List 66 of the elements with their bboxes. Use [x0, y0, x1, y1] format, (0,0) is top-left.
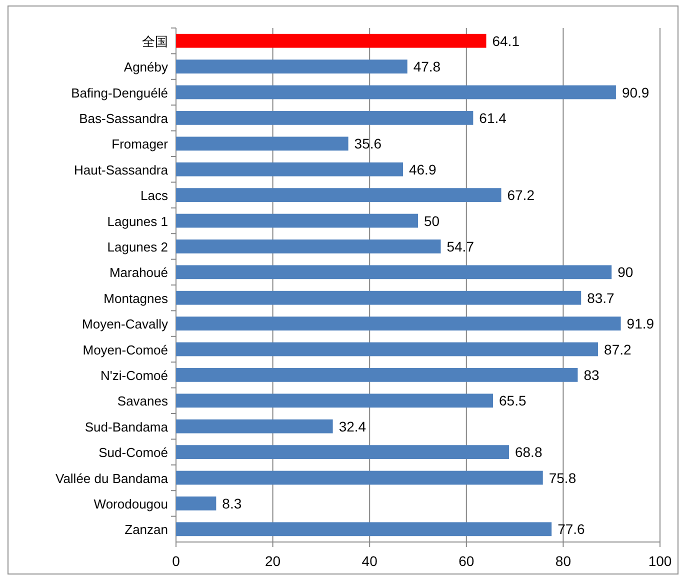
bar	[176, 136, 348, 151]
y-tick-label: Vallée du Bandama	[55, 470, 169, 486]
y-tick-label: Sud-Bandama	[84, 419, 169, 434]
bar	[176, 188, 502, 202]
data-label: 35.6	[354, 136, 382, 152]
y-tick-label: Zanzan	[124, 522, 168, 538]
bar	[176, 162, 403, 176]
bar	[176, 316, 621, 330]
x-tick-label: 40	[362, 553, 378, 569]
bar	[176, 290, 582, 305]
data-label: 83	[584, 366, 600, 383]
bar	[176, 60, 408, 74]
bar	[176, 394, 494, 408]
x-tick-label: 20	[265, 553, 281, 569]
bar	[176, 214, 418, 228]
data-label: 61.4	[479, 110, 507, 126]
data-label: 87.2	[604, 341, 632, 358]
y-tick-label: Haut-Sassandra	[74, 162, 169, 178]
y-tick-label: Moyen-Comoé	[82, 342, 168, 358]
x-tick-label: 0	[172, 553, 180, 569]
bar	[176, 522, 552, 536]
data-label: 64.1	[492, 32, 520, 49]
y-tick-label: 全国	[142, 34, 168, 49]
y-tick-label: Worodougou	[94, 496, 168, 512]
y-tick-label: Lagunes 2	[107, 239, 168, 254]
y-tick-label: Agnéby	[124, 60, 168, 75]
x-tick-label: 100	[648, 553, 672, 569]
data-label: 67.2	[507, 187, 535, 204]
y-tick-label: Montagnes	[104, 290, 168, 306]
bar	[176, 265, 612, 280]
data-label: 32.4	[338, 418, 366, 434]
bar	[176, 368, 578, 382]
bar	[176, 111, 474, 125]
y-tick-label: Savanes	[117, 394, 168, 409]
y-tick-label: Bafing-Denguélé	[71, 85, 168, 100]
y-tick-label: N'zi-Comoé	[100, 368, 168, 383]
data-label: 90.9	[622, 84, 650, 100]
data-label: 90	[618, 264, 634, 280]
bar	[176, 240, 441, 254]
data-label: 68.8	[514, 444, 542, 460]
x-tick-label: 60	[458, 553, 474, 569]
bar	[176, 496, 216, 510]
bar	[176, 85, 616, 100]
data-label: 46.9	[408, 161, 436, 178]
data-label: 8.3	[222, 495, 242, 512]
bar	[176, 342, 598, 356]
data-label: 50	[424, 212, 440, 229]
data-label: 47.8	[413, 58, 441, 75]
data-label: 75.8	[548, 470, 576, 486]
y-tick-label: Fromager	[112, 136, 169, 152]
y-tick-label: Moyen-Cavally	[82, 316, 168, 332]
bar	[176, 34, 486, 48]
y-tick-label: Lagunes 1	[107, 214, 168, 229]
bar	[176, 419, 333, 434]
data-label: 77.6	[558, 521, 586, 538]
bar	[176, 445, 509, 459]
data-label: 91.9	[626, 316, 654, 332]
x-tick-label: 80	[555, 553, 572, 569]
data-label: 65.5	[499, 392, 526, 409]
y-tick-label: Lacs	[140, 188, 168, 204]
data-label: 83.7	[587, 290, 615, 306]
y-tick-label: Marahoué	[109, 265, 168, 280]
bar	[176, 470, 543, 485]
y-tick-label: Sud-Comoé	[98, 445, 168, 460]
data-label: 54.7	[446, 238, 474, 254]
y-tick-label: Bas-Sassandra	[79, 110, 169, 126]
